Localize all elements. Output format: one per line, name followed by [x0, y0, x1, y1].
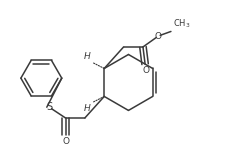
Text: CH$_3$: CH$_3$ — [173, 18, 190, 30]
Text: O: O — [62, 137, 69, 146]
Text: H: H — [83, 52, 90, 61]
Text: S: S — [46, 102, 52, 112]
Text: O: O — [143, 66, 150, 75]
Text: H: H — [83, 104, 90, 113]
Text: O: O — [154, 32, 162, 41]
